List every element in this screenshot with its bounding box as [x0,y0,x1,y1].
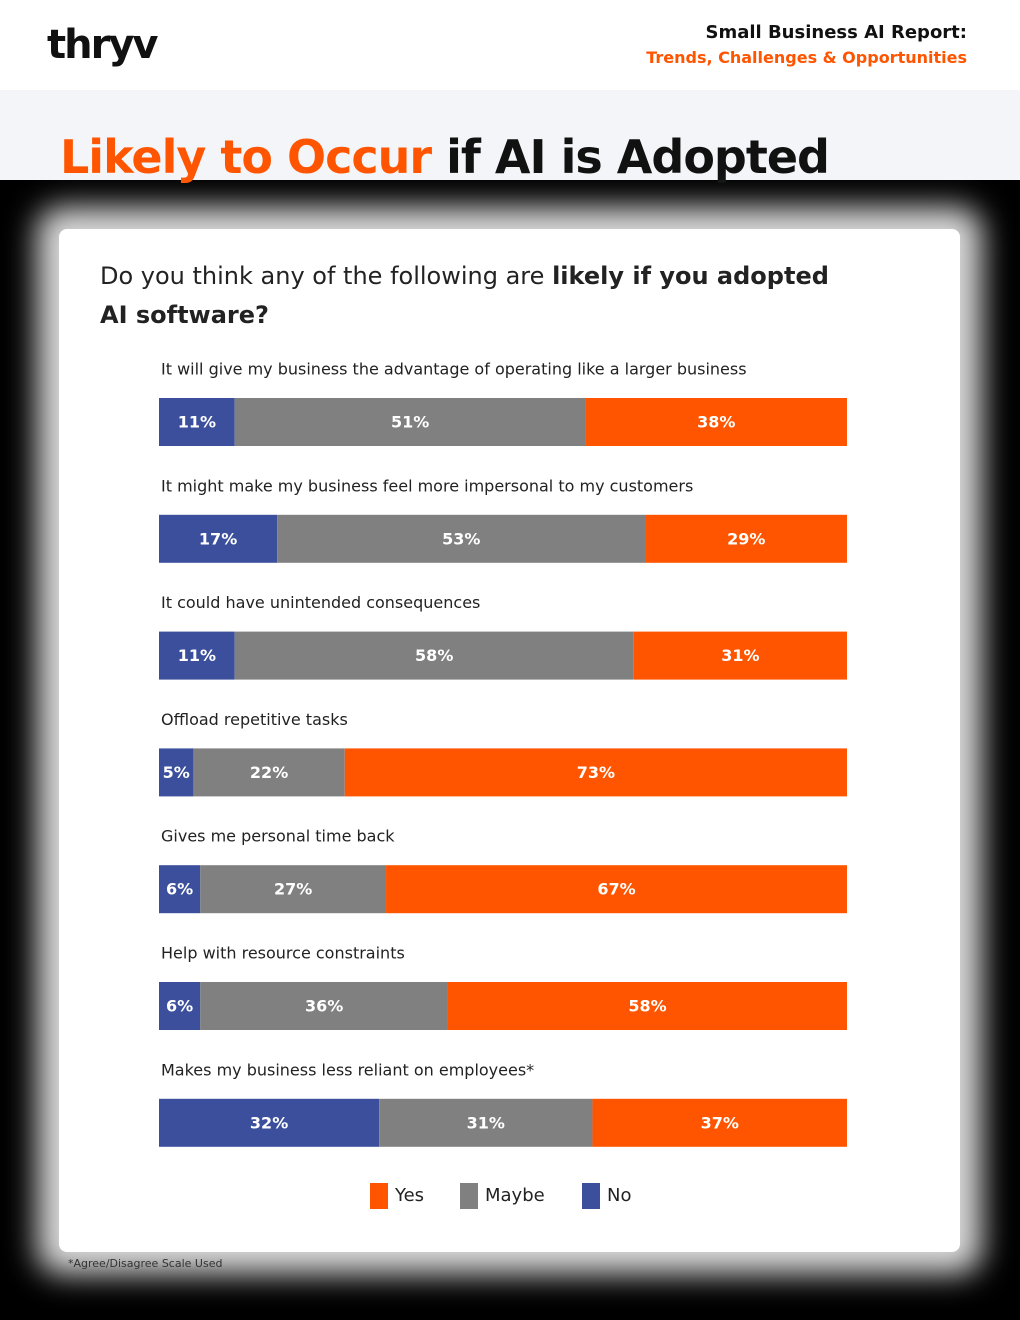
bar-segment [447,982,847,1030]
question-plain: Do you think any of the following are [100,262,545,290]
value-label: 58% [415,646,453,665]
category-label: It might make my business feel more impe… [161,476,693,495]
category-label: Gives me personal time back [161,827,395,846]
value-label: 73% [577,763,615,782]
value-label: 5% [163,763,190,782]
bar-segment [159,1098,380,1147]
bar-segment [159,514,278,563]
value-label: 51% [391,413,429,432]
bar-segment [234,398,586,446]
title-band [0,90,1020,180]
legend-label: Yes [394,1185,424,1206]
bar-segment [200,865,387,914]
bar-segment [386,865,847,914]
page-title: Likely to Occur if AI is Adopted [60,130,830,184]
category-label: Offload repetitive tasks [161,710,348,729]
bar-segment [633,631,847,680]
report-title: Small Business AI Report: [705,22,967,43]
value-label: 31% [721,646,759,665]
value-label: 32% [250,1113,288,1132]
bar-segment [585,398,847,446]
footnote: *Agree/Disagree Scale Used [68,1257,223,1270]
bar-segment [159,865,201,914]
value-label: 22% [250,763,288,782]
legend-swatch [370,1183,388,1209]
value-label: 53% [442,529,480,548]
value-label: 38% [697,413,735,432]
bar-segment [645,514,847,563]
chart-card: Do you think any of the following are li… [59,229,960,1252]
question-bold: likely if you adopted AI software? [100,262,829,329]
value-label: 31% [467,1113,505,1132]
category-label: Makes my business less reliant on employ… [161,1060,534,1079]
value-label: 6% [166,880,193,899]
bar-segment [277,514,646,563]
bar-segment [159,748,194,797]
chart: It will give my business the advantage o… [159,360,847,1209]
logo: thryv [47,22,158,68]
title-rest: if AI is Adopted [446,130,830,184]
value-label: 36% [305,997,343,1016]
value-label: 27% [274,880,312,899]
title-highlight: Likely to Occur [60,130,432,184]
bar-segment [159,631,235,680]
bar-segment [159,398,235,446]
header [0,0,1020,90]
value-label: 67% [597,880,635,899]
legend-swatch [460,1183,478,1209]
report-subtitle: Trends, Challenges & Opportunities [646,48,967,67]
legend-label: No [607,1185,631,1206]
category-label: It will give my business the advantage o… [161,360,747,379]
bar-segment [159,982,201,1030]
value-label: 11% [178,413,216,432]
value-label: 58% [628,997,666,1016]
legend-swatch [582,1183,600,1209]
bar-segment [193,748,345,797]
bar-segment [592,1098,847,1147]
bar-segment [379,1098,593,1147]
value-label: 11% [178,646,216,665]
bar-segment [234,631,634,680]
value-label: 17% [199,529,237,548]
value-label: 37% [701,1113,739,1132]
bar-segment [344,748,847,797]
bar-segment [200,982,448,1030]
category-label: It could have unintended consequences [161,593,480,612]
value-label: 29% [727,529,765,548]
category-label: Help with resource constraints [161,944,405,963]
value-label: 6% [166,997,193,1016]
question: Do you think any of the following are li… [100,257,830,335]
legend-label: Maybe [485,1185,545,1206]
